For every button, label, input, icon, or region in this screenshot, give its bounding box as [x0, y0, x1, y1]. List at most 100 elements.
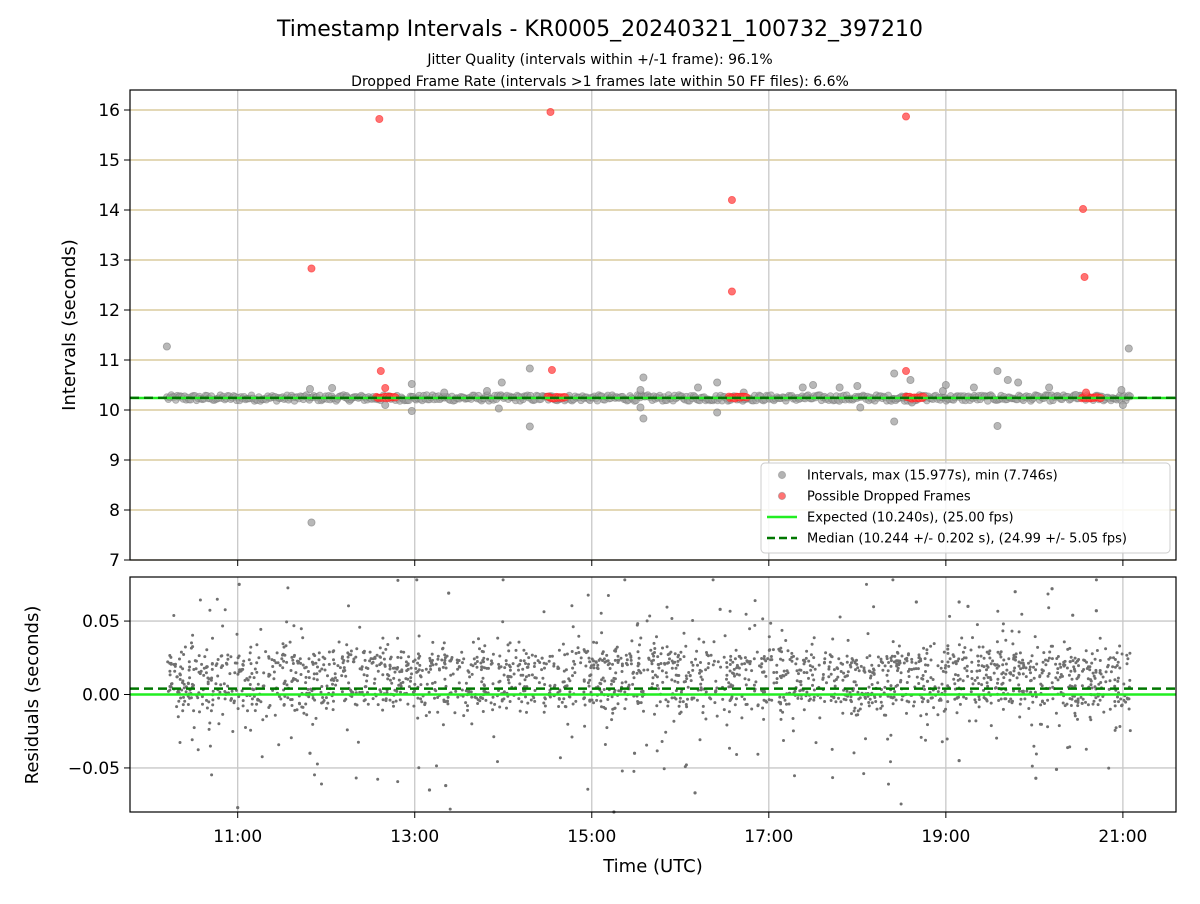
- residual-point: [812, 656, 816, 660]
- residual-point: [1084, 649, 1088, 653]
- residual-point: [323, 657, 327, 661]
- residual-point: [770, 698, 774, 702]
- residual-point: [521, 667, 525, 671]
- residual-point: [775, 663, 779, 667]
- residual-point: [674, 666, 678, 670]
- residual-point: [705, 651, 708, 654]
- residual-point: [1021, 666, 1025, 670]
- residual-point: [923, 687, 926, 691]
- interval-point: [906, 375, 915, 384]
- residual-point: [1122, 698, 1126, 702]
- residual-point: [289, 736, 293, 740]
- residual-point: [620, 769, 624, 773]
- residual-point: [886, 669, 890, 673]
- residual-point: [1116, 660, 1120, 664]
- residual-point: [577, 651, 581, 654]
- residual-point: [189, 646, 193, 650]
- residual-point: [777, 647, 781, 651]
- residual-point: [444, 666, 448, 670]
- residual-point: [446, 702, 450, 706]
- residual-point: [666, 653, 670, 657]
- residual-point: [1092, 674, 1096, 678]
- residual-point: [839, 670, 843, 673]
- y-axis-label-intervals: Intervals (seconds): [59, 239, 80, 411]
- residual-point: [666, 700, 670, 704]
- residual-point: [1056, 671, 1060, 675]
- residual-point: [252, 676, 256, 680]
- residual-point: [327, 662, 331, 666]
- residual-point: [310, 689, 314, 693]
- residual-point: [399, 656, 403, 660]
- residual-point: [321, 696, 325, 699]
- residual-point: [879, 706, 883, 710]
- residual-point: [778, 674, 782, 678]
- residual-point: [487, 666, 490, 670]
- residual-point: [319, 690, 323, 694]
- residual-point: [616, 654, 620, 658]
- residual-point: [858, 707, 862, 711]
- residual-point: [966, 674, 970, 678]
- residual-point: [748, 660, 752, 663]
- residual-point: [558, 756, 562, 760]
- residual-point: [977, 695, 981, 699]
- residual-point: [782, 739, 785, 742]
- residual-point: [525, 665, 529, 669]
- residual-point: [962, 695, 966, 699]
- interval-point: [835, 383, 844, 392]
- residual-point: [345, 643, 349, 647]
- residual-point: [558, 689, 562, 693]
- residual-point: [1025, 689, 1029, 693]
- y-tick-label: 8: [109, 501, 120, 521]
- residual-point: [855, 658, 858, 662]
- residual-point: [704, 690, 708, 694]
- residual-point: [396, 780, 400, 784]
- residual-point: [850, 712, 853, 716]
- residual-point: [1084, 700, 1087, 704]
- residual-point: [829, 672, 833, 676]
- residual-point: [938, 697, 942, 701]
- residual-point: [964, 656, 968, 660]
- residual-point: [702, 640, 706, 644]
- residual-point: [386, 643, 390, 646]
- residual-point: [746, 659, 750, 663]
- residual-point: [522, 659, 526, 663]
- residual-point: [1048, 650, 1052, 654]
- residual-point: [1065, 702, 1069, 706]
- residual-point: [993, 662, 996, 666]
- x-tick-label: 19:00: [921, 827, 970, 847]
- residual-point: [1034, 776, 1038, 780]
- interval-point: [969, 383, 978, 392]
- residual-point: [608, 662, 611, 665]
- residual-point: [201, 702, 204, 706]
- residual-point: [443, 662, 447, 666]
- residual-point: [428, 664, 432, 668]
- residual-point: [248, 675, 252, 679]
- residual-point: [436, 654, 440, 658]
- residual-point: [821, 673, 825, 676]
- residual-point: [758, 664, 761, 668]
- residual-point: [260, 755, 264, 759]
- residual-point: [718, 607, 722, 611]
- residual-point: [733, 703, 737, 707]
- residual-point: [255, 661, 259, 665]
- residual-point: [190, 641, 193, 645]
- interval-point: [639, 373, 648, 382]
- residual-point: [255, 670, 259, 674]
- residual-point: [207, 677, 211, 681]
- residual-point: [752, 683, 756, 687]
- residual-point: [571, 666, 575, 670]
- residual-point: [929, 658, 933, 662]
- residual-point: [217, 696, 221, 700]
- residual-point: [624, 653, 628, 657]
- residual-point: [598, 681, 602, 685]
- residual-point: [564, 705, 568, 709]
- residual-point: [397, 683, 401, 687]
- residual-point: [804, 656, 808, 660]
- residual-point: [1066, 746, 1070, 750]
- residual-point: [208, 721, 212, 725]
- residual-point: [922, 646, 926, 650]
- residual-point: [445, 654, 449, 658]
- residual-point: [301, 663, 305, 667]
- residual-point: [299, 673, 303, 676]
- residual-point: [831, 776, 835, 780]
